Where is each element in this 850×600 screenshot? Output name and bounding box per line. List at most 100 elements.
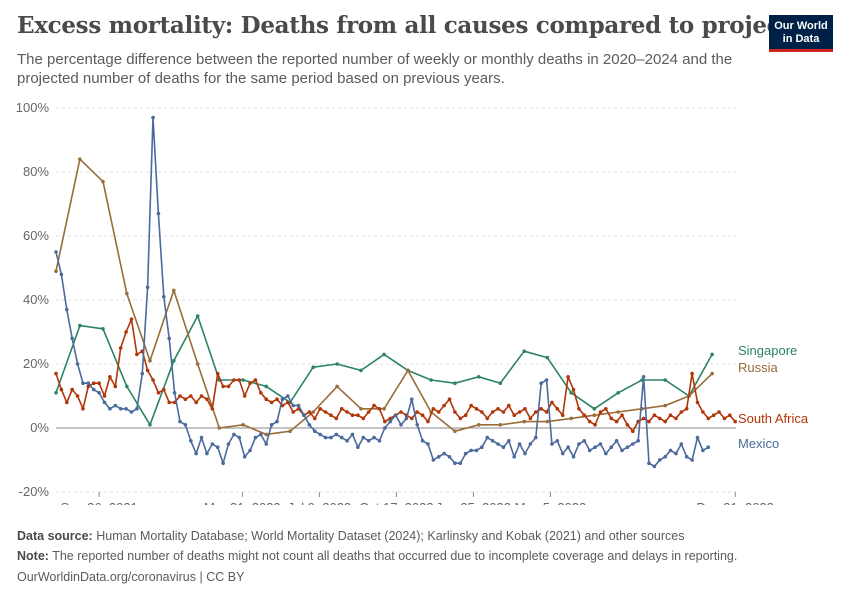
data-point-south-africa xyxy=(582,413,587,418)
data-point-mexico xyxy=(458,461,463,466)
data-point-south-africa xyxy=(512,413,517,418)
data-point-south-africa xyxy=(533,410,538,414)
data-point-mexico xyxy=(480,445,484,450)
data-point-singapore xyxy=(592,407,597,411)
data-point-south-africa xyxy=(571,387,576,392)
data-point-south-africa xyxy=(620,413,624,418)
data-point-russia xyxy=(241,423,245,427)
data-point-south-africa xyxy=(652,413,657,418)
data-point-mexico xyxy=(539,381,543,386)
data-point-mexico xyxy=(194,451,198,456)
data-point-mexico xyxy=(323,435,328,440)
data-point-mexico xyxy=(135,407,139,411)
data-point-mexico xyxy=(372,435,376,440)
data-point-mexico xyxy=(75,362,80,366)
credit-link[interactable]: OurWorldinData.org/coronavirus | CC BY xyxy=(17,570,245,584)
data-point-south-africa xyxy=(657,416,662,421)
data-point-russia xyxy=(382,407,386,411)
data-point-mexico xyxy=(339,435,344,440)
data-point-mexico xyxy=(469,448,473,453)
data-point-mexico xyxy=(587,448,592,453)
data-point-mexico xyxy=(690,458,694,462)
data-point-mexico xyxy=(512,455,517,459)
data-point-mexico xyxy=(447,455,452,459)
data-point-south-africa xyxy=(366,410,371,414)
data-point-south-africa xyxy=(221,384,225,389)
data-point-south-africa xyxy=(199,394,204,398)
data-point-south-africa xyxy=(399,410,403,414)
y-tick-label: 20% xyxy=(23,356,49,371)
data-point-mexico xyxy=(620,448,624,453)
data-point-russia xyxy=(264,432,269,437)
data-point-mexico xyxy=(269,423,274,427)
x-tick-label: Jul 9, 2022 xyxy=(288,500,352,505)
data-point-mexico xyxy=(232,432,236,437)
data-point-south-africa xyxy=(641,416,646,421)
data-point-mexico xyxy=(172,391,177,395)
data-point-south-africa xyxy=(334,416,339,421)
data-point-mexico xyxy=(604,451,608,456)
data-point-south-africa xyxy=(242,394,247,398)
data-point-mexico xyxy=(625,445,630,450)
data-point-mexico xyxy=(145,285,150,290)
data-point-south-africa xyxy=(701,410,705,414)
data-point-singapore xyxy=(241,378,245,382)
data-point-mexico xyxy=(280,397,285,402)
data-point-mexico xyxy=(517,442,522,446)
data-point-mexico xyxy=(118,407,123,411)
data-point-mexico xyxy=(679,442,684,446)
data-point-south-africa xyxy=(323,410,328,414)
data-point-mexico xyxy=(388,419,393,424)
data-point-south-africa xyxy=(528,416,533,421)
data-point-mexico xyxy=(550,442,554,446)
data-point-south-africa xyxy=(253,378,258,382)
data-point-mexico xyxy=(614,439,619,443)
data-point-south-africa xyxy=(684,407,689,411)
data-point-singapore xyxy=(264,384,269,389)
data-point-russia xyxy=(335,384,339,389)
data-point-mexico xyxy=(453,461,457,466)
data-point-south-africa xyxy=(453,410,457,414)
x-tick-label: Jan 25, 2023 xyxy=(436,500,511,505)
data-point-mexico xyxy=(356,445,360,450)
data-point-mexico xyxy=(59,272,64,277)
owid-logo[interactable]: Our World in Data xyxy=(769,15,833,52)
data-point-mexico xyxy=(652,464,657,469)
data-point-russia xyxy=(359,407,363,411)
data-point-south-africa xyxy=(129,317,134,322)
data-point-russia xyxy=(710,371,714,376)
data-point-mexico xyxy=(706,445,711,450)
data-point-south-africa xyxy=(81,407,85,411)
data-point-mexico xyxy=(124,407,128,411)
data-point-south-africa xyxy=(183,397,188,402)
data-point-south-africa xyxy=(307,410,312,414)
data-point-south-africa xyxy=(647,419,651,424)
data-point-singapore xyxy=(663,378,667,382)
data-point-mexico xyxy=(609,445,614,450)
data-point-mexico xyxy=(598,442,603,446)
data-point-mexico xyxy=(312,429,317,434)
data-point-mexico xyxy=(113,403,118,408)
chart-title: Excess mortality: Deaths from all causes… xyxy=(17,12,831,39)
data-point-singapore xyxy=(382,352,386,357)
data-point-mexico xyxy=(593,445,597,450)
data-point-south-africa xyxy=(485,416,490,421)
data-point-mexico xyxy=(442,451,446,456)
data-point-mexico xyxy=(199,435,204,440)
data-point-mexico xyxy=(221,461,225,466)
data-point-mexico xyxy=(178,419,182,424)
data-point-mexico xyxy=(226,442,231,446)
data-point-south-africa xyxy=(604,407,608,411)
data-point-mexico xyxy=(560,451,565,456)
data-point-mexico xyxy=(555,439,560,443)
data-point-singapore xyxy=(522,349,527,354)
data-point-south-africa xyxy=(215,371,220,376)
data-point-south-africa xyxy=(593,423,597,427)
data-point-south-africa xyxy=(345,410,349,414)
y-tick-label: 100% xyxy=(16,100,50,115)
data-point-mexico xyxy=(97,391,101,395)
data-point-mexico xyxy=(393,413,398,418)
data-point-south-africa xyxy=(350,413,355,418)
data-point-south-africa xyxy=(550,400,554,405)
data-point-mexico xyxy=(275,419,279,424)
